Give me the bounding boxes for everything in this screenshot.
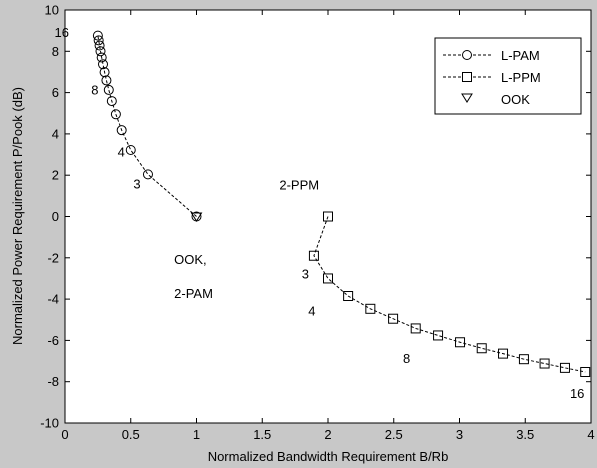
y-tick-label: 4 (52, 126, 59, 141)
data-point-l-pam (116, 125, 127, 136)
annotations: 16 8 4 3 OOK, 2-PAM 2-PPM 3 4 8 16 (54, 25, 584, 401)
x-tick-label: 2 (324, 427, 331, 442)
data-point-l-ppm (410, 323, 421, 334)
data-point-l-ppm (433, 330, 444, 341)
y-tick-label: -10 (40, 416, 59, 431)
annotation-label: 8 (91, 83, 98, 98)
data-point-l-pam (103, 84, 114, 95)
legend-square-marker (462, 72, 472, 82)
data-point-l-ppm (323, 211, 333, 222)
legend-label-lppm: L-PPM (501, 70, 541, 85)
y-tick-label: -8 (47, 374, 59, 389)
legend: L-PAM L-PPM OOK (434, 37, 582, 115)
data-point-l-pam (95, 46, 106, 57)
axis-ticks (64, 9, 592, 424)
annotation-label: 16 (54, 25, 68, 40)
data-point-l-pam (93, 35, 104, 46)
data-point-l-ppm (580, 366, 591, 377)
legend-label-ook: OOK (501, 92, 530, 107)
data-point-l-pam (92, 30, 103, 41)
data-point-l-ppm (365, 303, 376, 314)
annotation-label: 2-PAM (174, 286, 213, 301)
data-point-l-ppm (343, 291, 354, 302)
series-layer (92, 30, 591, 377)
series-line-l-pam (97, 35, 197, 217)
y-tick-label: -2 (47, 250, 59, 265)
y-tick-label: 6 (52, 85, 59, 100)
y-tick-labels: 10 8 6 4 2 0 -2 -4 -6 -8 -10 (40, 3, 59, 431)
annotation-label: OOK, (174, 252, 207, 267)
data-point-l-pam (110, 109, 121, 120)
data-point-ook (190, 212, 203, 222)
x-tick-label: 1.5 (253, 427, 271, 442)
data-point-l-pam (99, 67, 110, 78)
x-axis-label: Normalized Bandwidth Requirement B/Rb (208, 449, 449, 464)
annotation-label: 3 (133, 177, 140, 192)
data-point-l-pam (106, 96, 117, 107)
y-tick-label: 10 (45, 3, 59, 18)
y-tick-label: 0 (52, 209, 59, 224)
data-point-l-ppm (498, 348, 509, 359)
legend-entry-ook: OOK (461, 92, 530, 107)
data-point-l-pam (96, 52, 107, 63)
y-axis-label: Normalized Power Requirement P/Pook (dB) (10, 87, 25, 345)
y-tick-label: 2 (52, 168, 59, 183)
annotation-label: 4 (308, 304, 315, 319)
data-point-l-ppm (388, 313, 399, 324)
data-point-l-ppm (476, 343, 487, 354)
data-point-l-ppm (518, 354, 529, 365)
x-tick-label: 3.5 (516, 427, 534, 442)
data-point-l-pam (94, 40, 105, 51)
y-tick-label: -4 (47, 292, 59, 307)
x-tick-label: 0.5 (122, 427, 140, 442)
x-tick-labels: 0 0.5 1 1.5 2 2.5 3 3.5 4 (61, 427, 594, 442)
data-point-l-pam (125, 145, 136, 156)
data-point-l-ppm (323, 273, 333, 284)
annotation-label: 4 (118, 145, 125, 160)
data-point-l-ppm (539, 358, 550, 369)
x-tick-label: 2.5 (385, 427, 403, 442)
y-tick-label: -6 (47, 333, 59, 348)
data-point-l-ppm (455, 337, 466, 348)
legend-label-lpam: L-PAM (501, 48, 540, 63)
legend-triangle-marker (461, 93, 473, 103)
annotation-label: 3 (302, 266, 309, 281)
annotation-label: 16 (570, 386, 584, 401)
annotation-label: 8 (403, 351, 410, 366)
data-point-l-pam (98, 59, 109, 70)
legend-entry-lpam: L-PAM (443, 48, 540, 63)
annotation-label: 2-PPM (279, 178, 319, 193)
x-tick-label: 1 (193, 427, 200, 442)
data-point-l-pam (142, 169, 153, 180)
y-tick-label: 8 (52, 44, 59, 59)
x-tick-label: 4 (587, 427, 594, 442)
legend-circle-marker (462, 50, 472, 60)
x-tick-label: 3 (456, 427, 463, 442)
legend-entry-lppm: L-PPM (443, 70, 541, 85)
series-line-l-ppm (313, 216, 586, 373)
legend-box (434, 37, 582, 115)
x-tick-label: 0 (61, 427, 68, 442)
data-point-l-ppm (559, 362, 570, 373)
data-point-l-ppm (308, 250, 319, 261)
